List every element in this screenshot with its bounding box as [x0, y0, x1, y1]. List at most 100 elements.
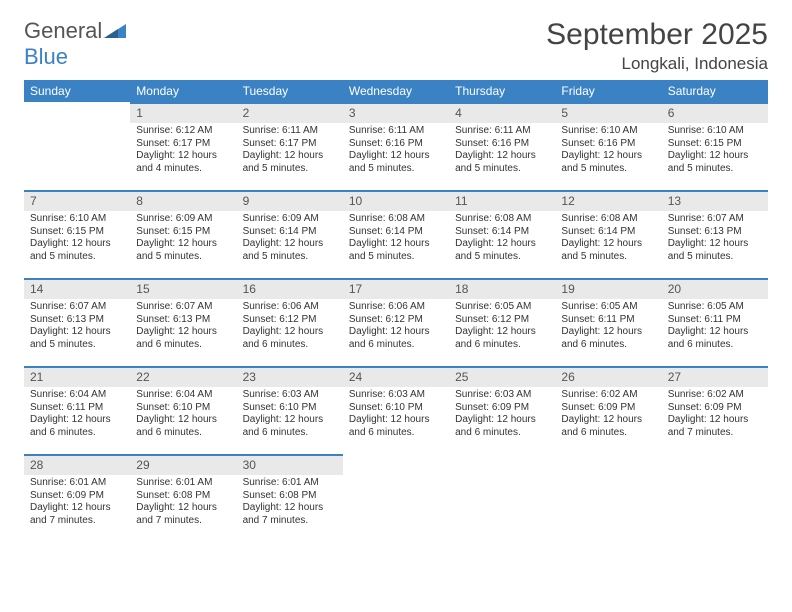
day-number: 20 [662, 278, 768, 299]
day-number: 7 [24, 190, 130, 211]
daylight-text: Daylight: 12 hours and 5 minutes. [349, 150, 443, 175]
day-number: 25 [449, 366, 555, 387]
daylight-text: Daylight: 12 hours and 6 minutes. [30, 414, 124, 439]
day-number: 24 [343, 366, 449, 387]
calendar-day-cell: 28Sunrise: 6:01 AMSunset: 6:09 PMDayligh… [24, 454, 130, 542]
sunset-text: Sunset: 6:13 PM [136, 314, 230, 327]
weekday-header: Sunday [24, 80, 130, 102]
sunset-text: Sunset: 6:09 PM [30, 490, 124, 503]
day-number: 17 [343, 278, 449, 299]
day-details: Sunrise: 6:07 AMSunset: 6:13 PMDaylight:… [662, 211, 768, 267]
calendar-empty-cell [555, 454, 661, 542]
calendar-day-cell: 18Sunrise: 6:05 AMSunset: 6:12 PMDayligh… [449, 278, 555, 366]
sunrise-text: Sunrise: 6:04 AM [30, 389, 124, 402]
day-number: 5 [555, 102, 661, 123]
sunset-text: Sunset: 6:10 PM [349, 402, 443, 415]
day-details: Sunrise: 6:03 AMSunset: 6:10 PMDaylight:… [237, 387, 343, 443]
day-number: 26 [555, 366, 661, 387]
sunset-text: Sunset: 6:16 PM [349, 138, 443, 151]
sunset-text: Sunset: 6:14 PM [243, 226, 337, 239]
calendar-day-cell: 27Sunrise: 6:02 AMSunset: 6:09 PMDayligh… [662, 366, 768, 454]
day-details: Sunrise: 6:09 AMSunset: 6:14 PMDaylight:… [237, 211, 343, 267]
daylight-text: Daylight: 12 hours and 6 minutes. [561, 326, 655, 351]
day-details: Sunrise: 6:06 AMSunset: 6:12 PMDaylight:… [237, 299, 343, 355]
sunrise-text: Sunrise: 6:03 AM [455, 389, 549, 402]
calendar-empty-cell [343, 454, 449, 542]
calendar-day-cell: 1Sunrise: 6:12 AMSunset: 6:17 PMDaylight… [130, 102, 236, 190]
sunset-text: Sunset: 6:12 PM [455, 314, 549, 327]
daylight-text: Daylight: 12 hours and 5 minutes. [30, 238, 124, 263]
brand-logo: General Blue [24, 18, 128, 70]
sunset-text: Sunset: 6:11 PM [561, 314, 655, 327]
calendar-week-row: 14Sunrise: 6:07 AMSunset: 6:13 PMDayligh… [24, 278, 768, 366]
daylight-text: Daylight: 12 hours and 6 minutes. [668, 326, 762, 351]
calendar-empty-cell [662, 454, 768, 542]
calendar-day-cell: 20Sunrise: 6:05 AMSunset: 6:11 PMDayligh… [662, 278, 768, 366]
calendar-day-cell: 4Sunrise: 6:11 AMSunset: 6:16 PMDaylight… [449, 102, 555, 190]
daylight-text: Daylight: 12 hours and 7 minutes. [30, 502, 124, 527]
day-number: 14 [24, 278, 130, 299]
sunset-text: Sunset: 6:16 PM [561, 138, 655, 151]
calendar-day-cell: 10Sunrise: 6:08 AMSunset: 6:14 PMDayligh… [343, 190, 449, 278]
day-number: 19 [555, 278, 661, 299]
daylight-text: Daylight: 12 hours and 5 minutes. [455, 150, 549, 175]
daylight-text: Daylight: 12 hours and 7 minutes. [668, 414, 762, 439]
day-details: Sunrise: 6:05 AMSunset: 6:11 PMDaylight:… [555, 299, 661, 355]
calendar-day-cell: 2Sunrise: 6:11 AMSunset: 6:17 PMDaylight… [237, 102, 343, 190]
day-number: 27 [662, 366, 768, 387]
sunset-text: Sunset: 6:14 PM [561, 226, 655, 239]
daylight-text: Daylight: 12 hours and 5 minutes. [455, 238, 549, 263]
daylight-text: Daylight: 12 hours and 6 minutes. [455, 326, 549, 351]
sunset-text: Sunset: 6:13 PM [30, 314, 124, 327]
sunrise-text: Sunrise: 6:08 AM [561, 213, 655, 226]
calendar-week-row: 1Sunrise: 6:12 AMSunset: 6:17 PMDaylight… [24, 102, 768, 190]
day-details: Sunrise: 6:03 AMSunset: 6:09 PMDaylight:… [449, 387, 555, 443]
weekday-header: Tuesday [237, 80, 343, 102]
sunset-text: Sunset: 6:10 PM [136, 402, 230, 415]
sunset-text: Sunset: 6:14 PM [455, 226, 549, 239]
day-number: 2 [237, 102, 343, 123]
daylight-text: Daylight: 12 hours and 6 minutes. [349, 326, 443, 351]
header: General Blue September 2025 Longkali, In… [24, 18, 768, 74]
calendar-table: SundayMondayTuesdayWednesdayThursdayFrid… [24, 80, 768, 542]
day-details: Sunrise: 6:01 AMSunset: 6:08 PMDaylight:… [130, 475, 236, 531]
daylight-text: Daylight: 12 hours and 5 minutes. [30, 326, 124, 351]
sunrise-text: Sunrise: 6:03 AM [349, 389, 443, 402]
sunset-text: Sunset: 6:16 PM [455, 138, 549, 151]
calendar-day-cell: 19Sunrise: 6:05 AMSunset: 6:11 PMDayligh… [555, 278, 661, 366]
day-number: 18 [449, 278, 555, 299]
title-block: September 2025 Longkali, Indonesia [546, 18, 768, 74]
daylight-text: Daylight: 12 hours and 4 minutes. [136, 150, 230, 175]
sunrise-text: Sunrise: 6:01 AM [30, 477, 124, 490]
daylight-text: Daylight: 12 hours and 5 minutes. [136, 238, 230, 263]
location-label: Longkali, Indonesia [546, 54, 768, 74]
day-number: 29 [130, 454, 236, 475]
daylight-text: Daylight: 12 hours and 6 minutes. [561, 414, 655, 439]
day-number: 3 [343, 102, 449, 123]
day-details: Sunrise: 6:10 AMSunset: 6:15 PMDaylight:… [662, 123, 768, 179]
daylight-text: Daylight: 12 hours and 5 minutes. [243, 150, 337, 175]
sunrise-text: Sunrise: 6:08 AM [455, 213, 549, 226]
day-number: 15 [130, 278, 236, 299]
day-details: Sunrise: 6:04 AMSunset: 6:10 PMDaylight:… [130, 387, 236, 443]
sunset-text: Sunset: 6:08 PM [136, 490, 230, 503]
day-details: Sunrise: 6:05 AMSunset: 6:12 PMDaylight:… [449, 299, 555, 355]
day-details: Sunrise: 6:10 AMSunset: 6:15 PMDaylight:… [24, 211, 130, 267]
sunrise-text: Sunrise: 6:10 AM [30, 213, 124, 226]
sunset-text: Sunset: 6:14 PM [349, 226, 443, 239]
sunrise-text: Sunrise: 6:01 AM [136, 477, 230, 490]
day-number: 30 [237, 454, 343, 475]
sunrise-text: Sunrise: 6:11 AM [455, 125, 549, 138]
calendar-day-cell: 9Sunrise: 6:09 AMSunset: 6:14 PMDaylight… [237, 190, 343, 278]
calendar-day-cell: 29Sunrise: 6:01 AMSunset: 6:08 PMDayligh… [130, 454, 236, 542]
weekday-header: Wednesday [343, 80, 449, 102]
sunrise-text: Sunrise: 6:11 AM [243, 125, 337, 138]
day-number: 13 [662, 190, 768, 211]
day-number: 21 [24, 366, 130, 387]
brand-text-a: General [24, 18, 102, 43]
daylight-text: Daylight: 12 hours and 5 minutes. [561, 238, 655, 263]
calendar-week-row: 21Sunrise: 6:04 AMSunset: 6:11 PMDayligh… [24, 366, 768, 454]
calendar-day-cell: 12Sunrise: 6:08 AMSunset: 6:14 PMDayligh… [555, 190, 661, 278]
sunset-text: Sunset: 6:15 PM [30, 226, 124, 239]
sunrise-text: Sunrise: 6:11 AM [349, 125, 443, 138]
